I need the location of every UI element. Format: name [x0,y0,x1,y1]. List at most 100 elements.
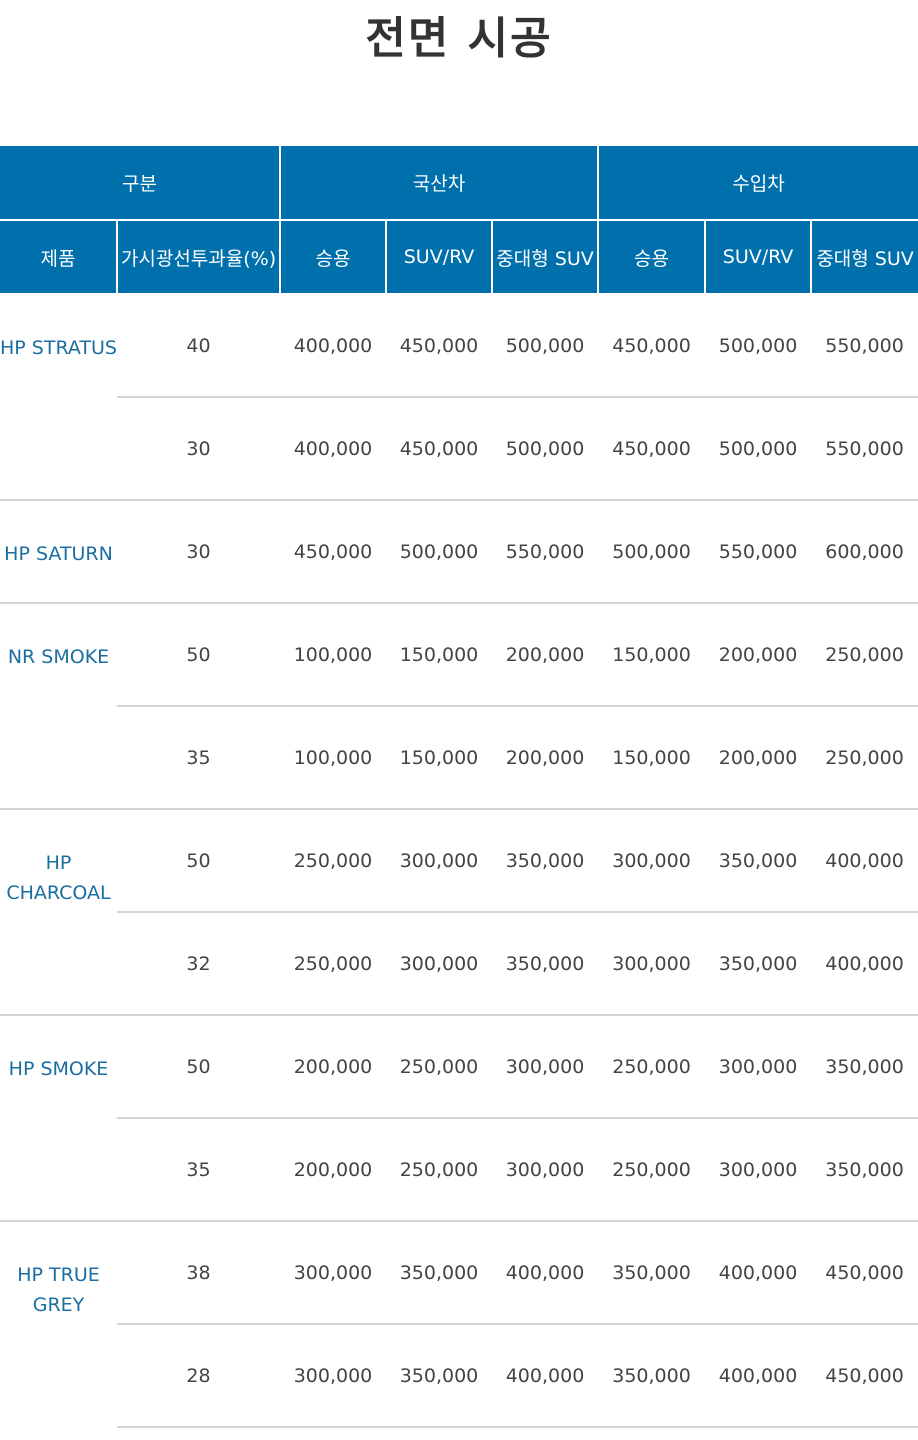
price-cell: 300,000 [280,1220,386,1324]
table-row: HP SATURN 30 450,000 500,000 550,000 500,000 5… [0,499,918,603]
price-cell: 600,000 [811,499,918,603]
price-cell: 450,000 [386,396,492,500]
price-cell: 350,000 [811,1117,918,1221]
header-domestic-sedan: 승용 [279,219,387,295]
price-cell: 350,000 [811,1014,918,1118]
price-cell: 500,000 [492,293,599,397]
price-cell: 100,000 [280,705,386,809]
table-header: 구분 국산차 수입차 제품 가시광선투과율(%) 승용 SUV/RV 중대형 S… [0,146,918,295]
price-cell: 350,000 [386,1220,492,1324]
price-cell: 300,000 [598,808,706,912]
price-cell: 400,000 [492,1323,599,1428]
price-cell: 150,000 [598,602,706,706]
price-cell: 200,000 [705,705,812,809]
price-cell: 300,000 [386,911,492,1015]
table-row: 35 100,000 150,000 200,000 150,000 200,000 250… [0,705,918,809]
price-cell: 350,000 [705,808,812,912]
price-cell: 350,000 [705,911,812,1015]
price-cell: 450,000 [386,293,492,397]
price-cell: 200,000 [705,602,812,706]
price-cell: 450,000 [280,499,386,603]
price-cell: 200,000 [280,1117,386,1221]
price-cell: 250,000 [811,602,918,706]
price-cell: 300,000 [280,1323,386,1428]
price-cell: 200,000 [492,705,599,809]
price-cell: 300,000 [598,911,706,1015]
vlt-cell: 32 [117,911,280,1015]
price-cell: 350,000 [492,911,599,1015]
price-cell: 150,000 [386,602,492,706]
vlt-cell: 40 [117,293,280,397]
price-cell: 450,000 [598,293,706,397]
table-row: HP SMOKE 50 200,000 250,000 300,000 250,000 30… [0,1014,918,1221]
price-cell: 250,000 [280,911,386,1015]
price-cell: 300,000 [492,1014,599,1118]
price-cell: 250,000 [598,1014,706,1118]
vlt-cell: 35 [117,1117,280,1221]
table-row: 28 300,000 350,000 400,000 350,000 400,000 450… [0,1323,918,1428]
product-name: HP TRUE GREY [0,1220,117,1427]
price-cell: 550,000 [811,293,918,397]
header-domestic-suvrv: SUV/RV [385,219,493,295]
price-cell: 200,000 [280,1014,386,1118]
page-title: 전면 시공 [365,13,553,64]
header-domestic: 국산차 [278,146,600,221]
table-row: NR SMOKE 50 100,000 150,000 200,000 150,000 20… [0,602,918,809]
price-cell: 250,000 [280,808,386,912]
price-cell: 300,000 [705,1117,812,1221]
price-cell: 400,000 [705,1220,812,1324]
vlt-cell: 38 [117,1220,280,1324]
table-row: HP TRUE GREY 38 300,000 350,000 400,000 350,0… [0,1220,918,1427]
table-body: HP STRATUS 40 400,000 450,000 500,000 450,000… [0,293,918,1428]
header-vlt: 가시광선투과율(%) [116,219,281,295]
price-cell: 550,000 [705,499,812,603]
table-row: 35 200,000 250,000 300,000 250,000 300,000 350… [0,1117,918,1221]
price-cell: 300,000 [386,808,492,912]
vlt-cell: 35 [117,705,280,809]
price-cell: 500,000 [598,499,706,603]
price-cell: 400,000 [811,911,918,1015]
header-product: 제품 [0,219,118,295]
price-cell: 250,000 [811,705,918,809]
vlt-cell: 50 [117,1014,280,1118]
vlt-cell: 30 [117,499,280,603]
vlt-cell: 50 [117,602,280,706]
price-cell: 450,000 [811,1220,918,1324]
vlt-cell: 28 [117,1323,280,1428]
price-cell: 250,000 [386,1014,492,1118]
header-import: 수입차 [597,146,918,221]
price-cell: 400,000 [280,396,386,500]
product-name: HP CHARCOAL [0,808,117,1015]
header-import-midlarge-suv: 중대형 SUV [810,219,918,295]
price-cell: 500,000 [492,396,599,500]
header-domestic-midlarge-suv: 중대형 SUV [490,219,600,295]
price-cell: 350,000 [492,808,599,912]
table-row: HP CHARCOAL 50 250,000 300,000 350,000 300,00… [0,808,918,1015]
price-cell: 550,000 [492,499,599,603]
price-cell: 400,000 [705,1323,812,1428]
price-cell: 150,000 [598,705,706,809]
price-cell: 400,000 [492,1220,599,1324]
table-row: 32 250,000 300,000 350,000 300,000 350,000 400… [0,911,918,1015]
product-name: HP SMOKE [0,1014,117,1221]
price-cell: 500,000 [705,293,812,397]
product-name: HP STRATUS [0,293,117,500]
price-cell: 550,000 [811,396,918,500]
price-cell: 200,000 [492,602,599,706]
price-cell: 450,000 [598,396,706,500]
vlt-cell: 30 [117,396,280,500]
price-cell: 250,000 [386,1117,492,1221]
price-cell: 400,000 [811,808,918,912]
price-cell: 100,000 [280,602,386,706]
price-cell: 500,000 [386,499,492,603]
price-cell: 300,000 [492,1117,599,1221]
header-group: 구분 [0,146,281,221]
vlt-cell: 50 [117,808,280,912]
price-cell: 150,000 [386,705,492,809]
header-import-sedan: 승용 [597,219,707,295]
table-row: HP STRATUS 40 400,000 450,000 500,000 450,000… [0,293,918,500]
price-table: 구분 국산차 수입차 제품 가시광선투과율(%) 승용 SUV/RV 중대형 S… [0,146,918,1428]
product-name: HP SATURN [0,499,117,603]
header-import-suvrv: SUV/RV [704,219,813,295]
table-row: 30 400,000 450,000 500,000 450,000 500,000 550… [0,396,918,500]
